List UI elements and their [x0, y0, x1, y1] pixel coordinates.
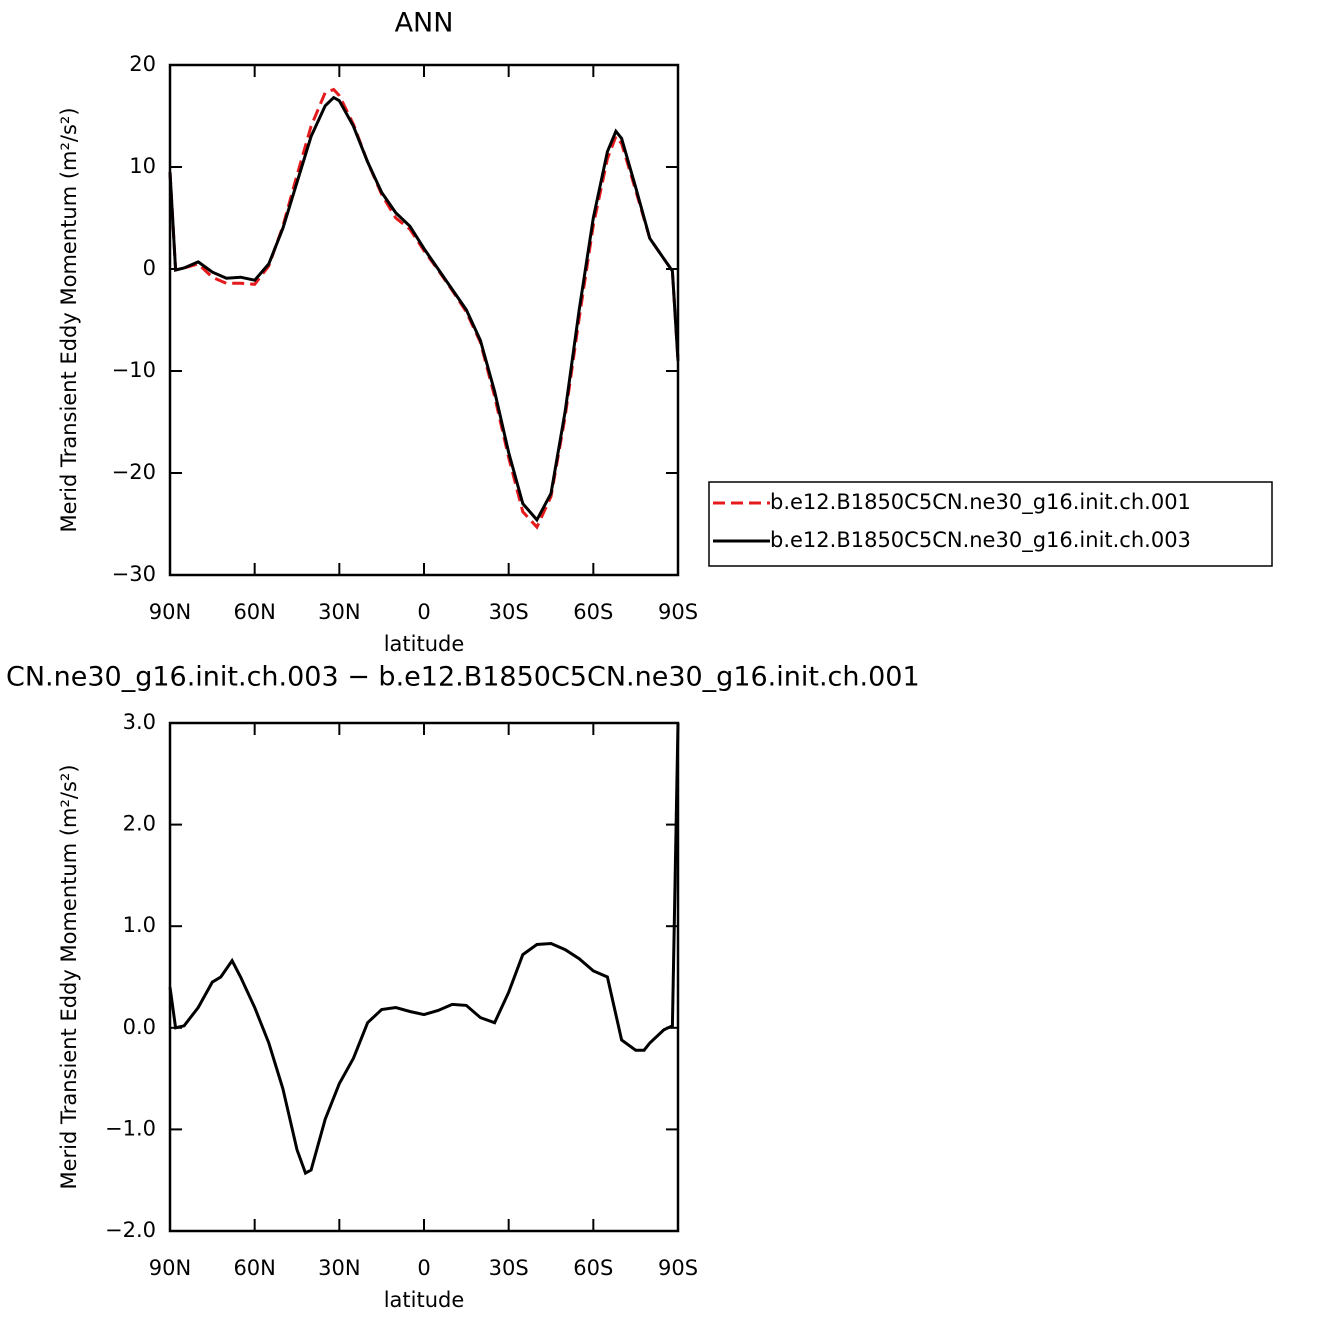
y-tick-label: 0 — [143, 256, 156, 280]
x-tick-label: 90N — [149, 1256, 191, 1280]
data-line — [168, 95, 680, 523]
x-axis-label: latitude — [384, 1288, 465, 1312]
y-axis-label: Merid Transient Eddy Momentum (m²/s²) — [57, 764, 81, 1189]
x-tick-label: 30S — [489, 1256, 529, 1280]
y-tick-label: −1.0 — [105, 1116, 156, 1140]
y-tick-label: −2.0 — [105, 1218, 156, 1242]
y-tick-label: 2.0 — [123, 812, 156, 836]
y-tick-label: 3.0 — [123, 710, 156, 734]
plot-frame — [168, 721, 680, 1233]
x-tick-label: 90N — [149, 600, 191, 624]
x-tick-label: 60N — [233, 1256, 275, 1280]
plot-frame — [168, 63, 680, 577]
chart-title: CN.ne30_g16.init.ch.003 − b.e12.B1850C5C… — [6, 662, 920, 693]
y-tick-label: 10 — [129, 154, 156, 178]
legend-label: b.e12.B1850C5CN.ne30_g16.init.ch.003 — [770, 528, 1191, 553]
x-tick-label: 30N — [318, 600, 360, 624]
y-tick-label: −30 — [112, 562, 156, 586]
legend-label: b.e12.B1850C5CN.ne30_g16.init.ch.001 — [770, 490, 1191, 515]
chart-title: ANN — [395, 8, 454, 39]
y-tick-label: −20 — [112, 460, 156, 484]
y-axis-label: Merid Transient Eddy Momentum (m²/s²) — [57, 107, 81, 532]
data-line — [168, 87, 680, 530]
y-tick-label: −10 — [112, 358, 156, 382]
x-tick-label: 60N — [233, 600, 275, 624]
x-tick-label: 60S — [573, 600, 613, 624]
legend-box — [708, 481, 1273, 567]
x-tick-label: 90S — [658, 1256, 698, 1280]
y-tick-label: 1.0 — [123, 913, 156, 937]
y-tick-label: 20 — [129, 52, 156, 76]
data-line — [168, 722, 680, 1176]
x-tick-label: 30S — [489, 600, 529, 624]
x-axis-label: latitude — [384, 632, 465, 656]
y-tick-label: 0.0 — [123, 1015, 156, 1039]
x-tick-label: 30N — [318, 1256, 360, 1280]
x-tick-label: 0 — [417, 1256, 430, 1280]
x-tick-label: 60S — [573, 1256, 613, 1280]
x-tick-label: 90S — [658, 600, 698, 624]
x-tick-label: 0 — [417, 600, 430, 624]
